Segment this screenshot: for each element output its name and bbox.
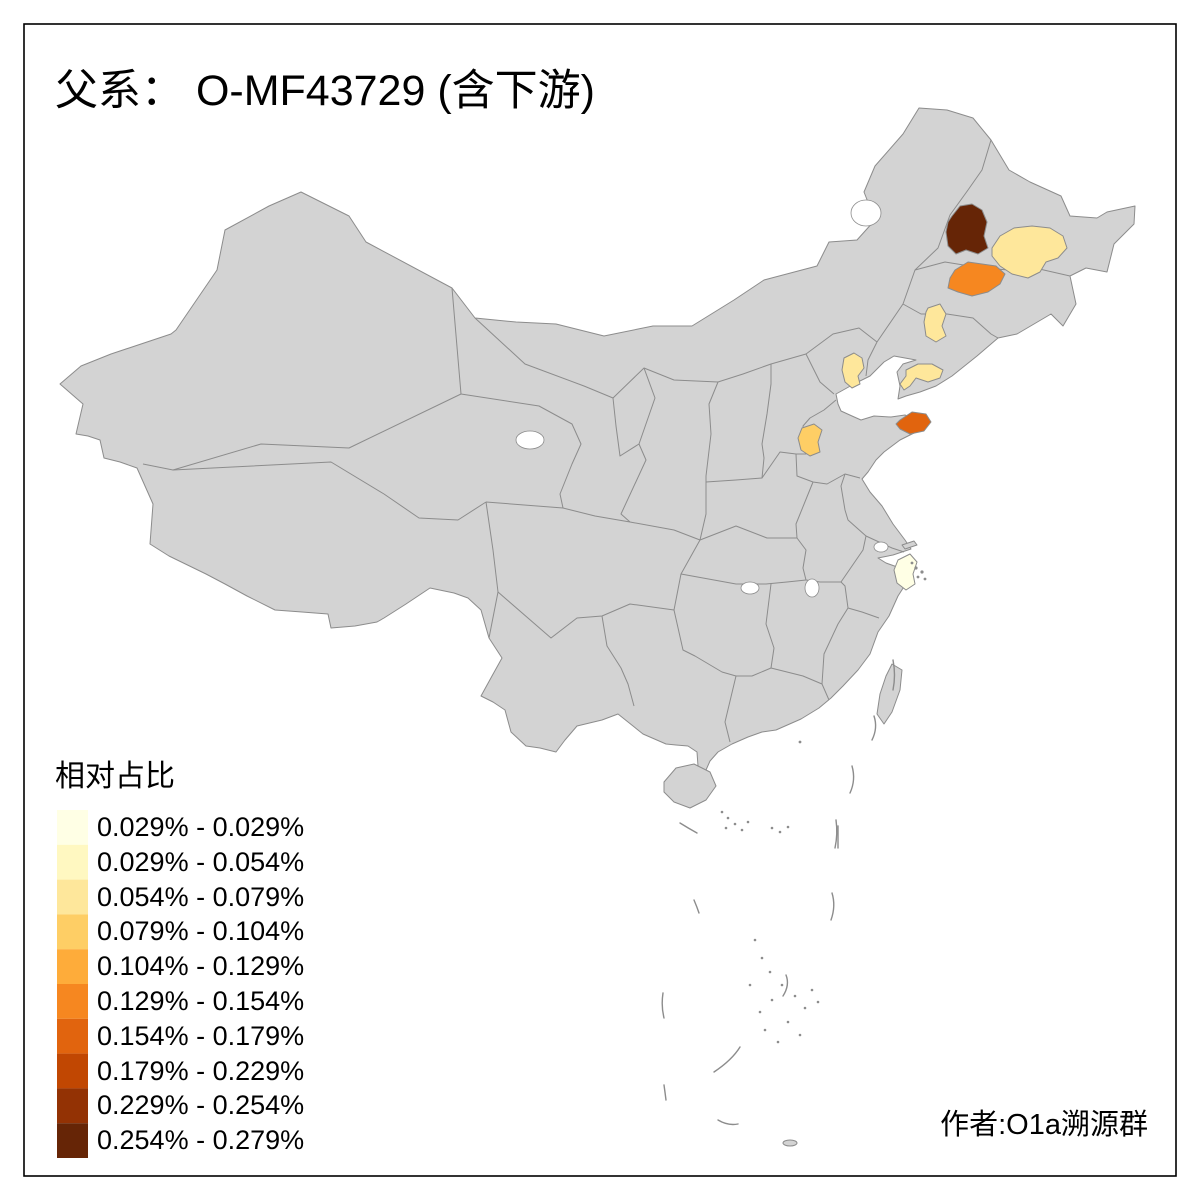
- nine-dash-line: [661, 659, 896, 1126]
- province-borders: [142, 139, 1071, 743]
- choropleth-region-3: [947, 261, 1006, 297]
- legend-label-5: 0.104% - 0.129%: [97, 951, 304, 981]
- legend-swatch-1: [57, 810, 88, 845]
- author-credit: 作者:O1a溯源群: [940, 1108, 1148, 1141]
- choropleth-region-8: [797, 423, 823, 457]
- legend-swatch-8: [57, 1053, 88, 1089]
- legend-label-1: 0.029% - 0.029%: [97, 812, 304, 842]
- legend-label-9: 0.229% - 0.254%: [97, 1090, 304, 1120]
- legend-swatch-3: [57, 879, 88, 915]
- legend-label-3: 0.054% - 0.079%: [97, 882, 304, 912]
- islets: [720, 561, 927, 1147]
- taihu-lake: [873, 541, 889, 553]
- legend-label-2: 0.029% - 0.054%: [97, 847, 304, 877]
- dongting-lake: [740, 581, 760, 595]
- legend-swatch-9: [57, 1088, 88, 1124]
- hainan-island: [663, 763, 717, 809]
- choropleth-region-6: [899, 363, 944, 391]
- mainland-china-shape: [59, 107, 1136, 779]
- hulun-lake: [850, 199, 882, 227]
- legend-label-7: 0.154% - 0.179%: [97, 1021, 304, 1051]
- legend-swatch-2: [57, 844, 88, 880]
- natuna-islet: [782, 1139, 798, 1147]
- lakes: [515, 199, 889, 598]
- legend-swatch-4: [57, 914, 88, 950]
- legend-label-6: 0.129% - 0.154%: [97, 986, 304, 1016]
- page-title: 父系： O-MF43729 (含下游): [55, 67, 595, 115]
- poyang-lake: [804, 578, 820, 598]
- plot-frame: [23, 23, 1177, 1177]
- choropleth-region-7: [895, 411, 932, 435]
- highlighted-regions: [797, 203, 1068, 591]
- legend-swatch-7: [57, 1018, 88, 1054]
- legend-label-8: 0.179% - 0.229%: [97, 1056, 304, 1086]
- choropleth-region-4: [923, 303, 947, 343]
- legend-swatch-6: [57, 984, 88, 1019]
- legend: 相对占比 0.029% - 0.029% 0.029% - 0.054% 0.0…: [55, 760, 304, 1158]
- legend-swatch-10: [57, 1123, 88, 1158]
- legend-label-4: 0.079% - 0.104%: [97, 916, 304, 946]
- chongming-island: [901, 540, 918, 550]
- legend-swatch-5: [57, 949, 88, 984]
- legend-title: 相对占比: [55, 760, 175, 793]
- legend-label-10: 0.254% - 0.279%: [97, 1125, 304, 1155]
- choropleth-region-5: [841, 352, 865, 389]
- qinghai-lake: [515, 430, 545, 450]
- choropleth-region-1: [945, 203, 989, 255]
- choropleth-region-2: [991, 225, 1068, 279]
- taiwan-island: [876, 663, 903, 725]
